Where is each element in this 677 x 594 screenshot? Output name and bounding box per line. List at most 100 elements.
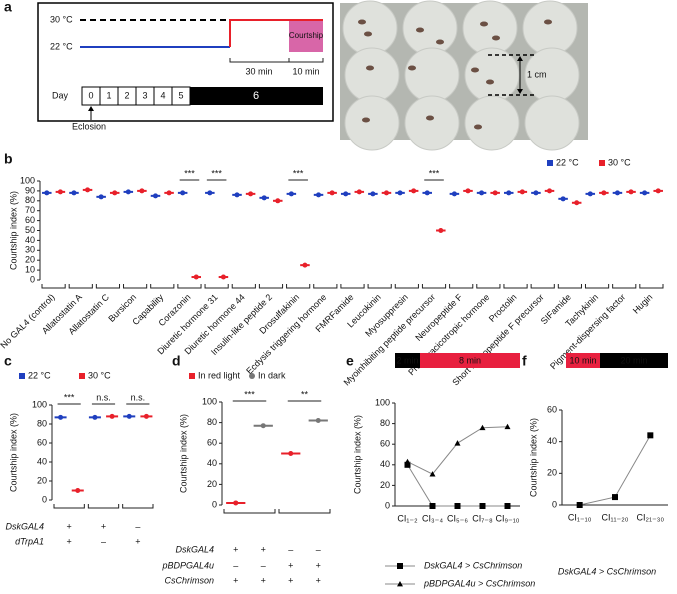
category-bracket [123,284,148,289]
arena-well [402,0,458,56]
arena-well [462,0,518,56]
data-point [612,494,618,501]
duration-bracket [229,58,324,63]
temp-line [229,19,323,47]
phase-label: 8 min [459,355,481,365]
y-tick-label: 60 [380,439,390,449]
legend-marker [249,373,255,379]
day-number: 2 [124,90,129,100]
arena-well [342,0,398,56]
arena-well [464,47,520,103]
y-tick-label: 70 [25,205,35,215]
genotype-mark: + [101,521,106,531]
category-bracket [258,284,284,289]
category-bracket [286,284,311,289]
significance-label: *** [429,168,440,178]
scale-arrowhead [517,56,523,61]
y-tick-label: 30 [25,245,35,255]
data-point [454,440,461,446]
fly [362,117,370,123]
fly [416,27,424,33]
fly [474,124,482,130]
y-tick-label: 100 [375,397,390,407]
legend-marker [397,581,403,587]
legend-label: 30 °C [88,370,111,380]
category-bracket [204,284,229,289]
day-number: 3 [142,90,147,100]
y-tick-label: 80 [37,418,47,428]
phase-label: 20 min [620,355,647,365]
legend-marker [397,563,403,569]
courtship-label: Courtship [289,31,324,40]
y-tick-label: 100 [32,399,47,409]
fly [426,115,434,121]
series-line [407,426,508,475]
category-bracket [584,284,610,289]
x-tick-label: CI₂₁₋₃₀ [636,512,664,522]
temp-label: 22 °C [50,41,73,51]
series-line [407,464,508,507]
fly [492,35,500,41]
y-tick-label: 0 [552,499,557,509]
category-bracket [449,284,474,289]
duration-label: 30 min [245,66,272,76]
significance-label: n.s. [96,392,111,402]
temp-label: 30 °C [50,14,73,24]
panel-letter: a [4,0,12,15]
legend-marker [189,373,195,379]
category-bracket [557,284,582,289]
phase-bar [420,353,520,368]
fly [480,21,488,27]
fly [408,65,416,71]
y-tick-label: 50 [25,225,35,235]
category-bracket [122,504,154,509]
category-bracket [87,504,120,509]
category-bracket [95,284,121,289]
y-tick-label: 0 [385,500,390,510]
significance-label: *** [184,168,195,178]
legend-marker [19,373,25,379]
data-point [404,461,411,468]
category-bracket [313,284,338,289]
category-bracket [394,284,419,289]
category-bracket [340,284,365,289]
y-tick-label: 60 [37,437,47,447]
y-tick-label: 40 [25,235,35,245]
data-point [429,471,436,477]
phase-bar [600,353,668,368]
x-tick-label: CI₁₋₁₀ [568,512,592,522]
category-bracket [231,284,256,289]
arena-well [344,95,400,151]
arena-well [404,95,460,151]
category-bracket [639,284,664,289]
genotype-mark: – [233,560,238,570]
day-box [190,87,323,105]
day-number: 1 [106,90,111,100]
fly [544,19,552,25]
category-bracket [367,284,392,289]
data-point [429,503,436,509]
y-tick-label: 100 [202,396,217,406]
y-tick-label: 60 [25,215,35,225]
data-point [576,502,583,508]
arena-photo: 1 cm [340,0,588,151]
y-tick-label: 60 [207,438,217,448]
genotype-mark: + [261,544,266,554]
category-bracket [476,284,501,289]
legend-label: In red light [198,370,241,380]
category-bracket [177,284,202,289]
category-bracket [223,509,276,514]
x-tick-label: Hugin [631,292,655,316]
data-point [504,503,511,509]
y-tick-label: 20 [547,468,557,478]
genotype-mark: + [233,575,238,585]
category-bracket [421,284,447,289]
genotype-mark: + [288,575,293,585]
genotype-mark: + [67,521,72,531]
legend-label: 30 °C [608,157,631,167]
legend-label: 22 °C [28,370,51,380]
significance-label: ** [301,389,309,399]
panel-letter: c [4,353,12,369]
x-tick-label: CI₁₁₋₂₀ [601,512,628,522]
